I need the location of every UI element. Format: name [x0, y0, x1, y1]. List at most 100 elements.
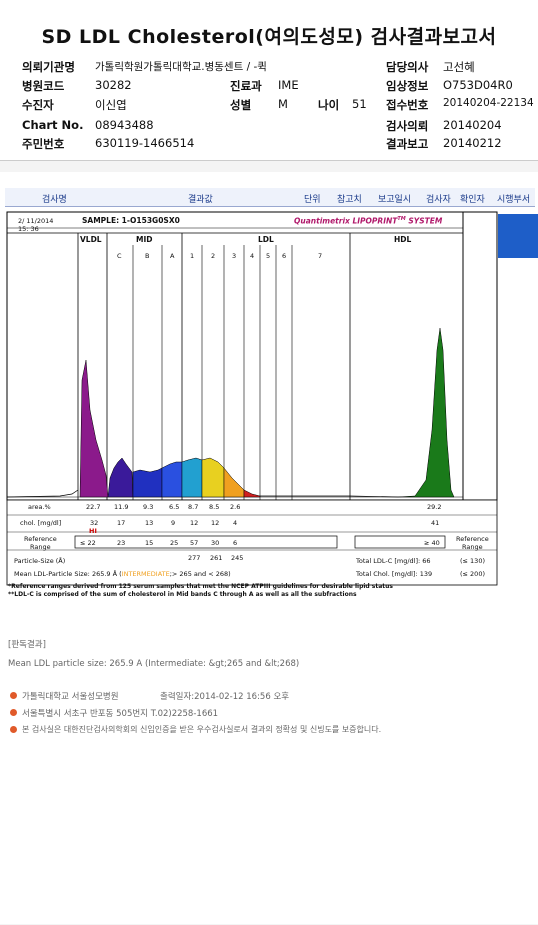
chol-ldl2: 12: [211, 519, 220, 527]
total-ldl-ref: (≤ 130): [460, 557, 485, 565]
selection-marker: [498, 214, 538, 258]
band-mid: MID: [136, 235, 153, 244]
area-ldl1: 8.7: [188, 503, 199, 511]
area-hdl: 29.2: [427, 503, 442, 511]
area-ldl3: 2.6: [230, 503, 241, 511]
doctor-label: 담당의사: [386, 60, 429, 74]
ref-label: Reference: [24, 535, 57, 543]
chol-ldl1: 12: [190, 519, 199, 527]
ldl-sub-1: 1: [190, 252, 195, 260]
footnote-2: **LDL-C is comprised of the sum of chole…: [8, 591, 357, 598]
ref-side-label: Reference: [456, 535, 489, 543]
patient-value: 이신엽: [95, 98, 127, 112]
col-confirmer: 확인자: [460, 195, 485, 205]
ldl1-peak: [181, 457, 203, 498]
ldl-sub-5: 5: [266, 252, 271, 260]
chart-value: 08943488: [95, 118, 154, 132]
ref-hdl: ≥ 40: [424, 539, 440, 547]
report-date-label: 결과보고: [386, 137, 429, 151]
report-title: SD LDL Cholesterol(여의도성모) 검사결과보고서: [41, 26, 497, 48]
report-header: SD LDL Cholesterol(여의도성모) 검사결과보고서 의뢰기관명 …: [0, 0, 538, 161]
band-vldl: VLDL: [80, 235, 102, 244]
col-report-time: 보고일시: [378, 195, 412, 205]
chol-ldl3: 4: [233, 519, 238, 527]
col-test-name: 검사명: [42, 195, 67, 205]
ref-a: 25: [170, 539, 179, 547]
sample-id: SAMPLE: 1-O153G0SX0: [82, 216, 180, 225]
chol-label: chol. [mg/dl]: [20, 519, 62, 527]
request-label: 검사의뢰: [386, 119, 429, 133]
ref-vldl: ≤ 22: [80, 539, 96, 547]
report-date-value: 20140212: [443, 136, 502, 150]
footer-address: 서울특별시 서초구 반포동 505번지 T.02)2258-1661: [22, 709, 219, 719]
mid-b-label: B: [145, 252, 150, 260]
particle-3: 245: [231, 554, 244, 562]
ldl-sub-2: 2: [211, 252, 216, 260]
ref-label-2: Range: [30, 543, 51, 551]
total-chol-ref: (≤ 200): [460, 570, 485, 578]
dept-label: 진료과: [230, 79, 262, 93]
age-label: 나이: [318, 98, 340, 112]
area-c: 11.9: [114, 503, 129, 511]
id-value: 630119-1466514: [95, 136, 195, 150]
chol-hdl: 41: [431, 519, 440, 527]
footer-print-date: 출력일자:2014-02-12 16:56 오후: [160, 692, 290, 702]
mid-c-label: C: [117, 252, 122, 260]
ldl-sub-3: 3: [232, 252, 237, 260]
clinical-label: 임상정보: [386, 79, 429, 93]
printout-date: 2/ 11/2014: [18, 217, 54, 225]
area-vldl: 22.7: [86, 503, 101, 511]
particle-1: 277: [188, 554, 201, 562]
hospital-code-label: 병원코드: [22, 79, 65, 93]
band-hdl: HDL: [394, 235, 412, 244]
area-b: 9.3: [143, 503, 154, 511]
vldl-peak: [79, 359, 109, 498]
area-a: 6.5: [169, 503, 180, 511]
area-ldl2: 8.5: [209, 503, 220, 511]
interpretation-title: [판독결과]: [8, 640, 46, 650]
ref-ldl2: 30: [211, 539, 220, 547]
bullet-icon: [10, 692, 17, 699]
mid-b-peak: [132, 467, 163, 498]
footnote-1: *Reference ranges derived from 125 serum…: [8, 583, 394, 590]
ref-c: 23: [117, 539, 126, 547]
clinical-value: O753D04R0: [443, 78, 513, 92]
chol-vldl: 32: [90, 519, 99, 527]
interpretation-text: Mean LDL particle size: 265.9 A (Interme…: [8, 659, 300, 669]
brand-name: Quantimetrix LIPOPRINTTM SYSTEM: [294, 216, 443, 226]
area-label: area.%: [28, 503, 51, 511]
institution-label: 의뢰기관명: [22, 60, 75, 74]
patient-label: 수진자: [22, 98, 54, 112]
footer-org: 가톨릭대학교 서울성모병원: [22, 692, 119, 702]
chol-b: 13: [145, 519, 154, 527]
request-value: 20140204: [443, 118, 502, 132]
col-reference: 참고치: [337, 195, 362, 205]
institution-value: 가톨릭학원가톨릭대학교.병동센트 / -퀵: [95, 61, 267, 73]
bullet-icon: [10, 709, 17, 716]
side-column: [462, 211, 498, 501]
chol-c: 17: [117, 519, 126, 527]
hospital-code-value: 30282: [95, 78, 132, 92]
col-unit: 단위: [304, 195, 321, 205]
ref-side-label-2: Range: [462, 543, 483, 551]
id-label: 주민번호: [22, 137, 65, 151]
ref-b: 15: [145, 539, 154, 547]
ldl-sub-4: 4: [250, 252, 255, 260]
receipt-label: 접수번호: [386, 98, 429, 112]
band-ldl: LDL: [258, 235, 274, 244]
col-department: 시행부서: [497, 195, 531, 205]
col-result: 결과값: [188, 195, 213, 205]
table-frame: [6, 499, 498, 586]
particle-2: 261: [210, 554, 223, 562]
age-value: 51: [352, 97, 367, 111]
lipoprint-printout: [6, 211, 498, 586]
dept-value: IME: [278, 78, 299, 92]
printout-time: 15: 36: [18, 225, 39, 233]
mean-size: Mean LDL-Particle Size: 265.9 Å (INTERME…: [14, 570, 231, 578]
ref-ldl1: 57: [190, 539, 199, 547]
footer-certification: 본 검사실은 대한진단검사의학회의 신임인증을 받은 우수검사실로서 결과의 정…: [22, 725, 382, 734]
col-tester: 검사자: [426, 195, 451, 205]
particle-label: Particle-Size (Å): [14, 557, 66, 565]
hdl-peak: [397, 327, 455, 498]
hi-flag: HI: [89, 527, 97, 535]
